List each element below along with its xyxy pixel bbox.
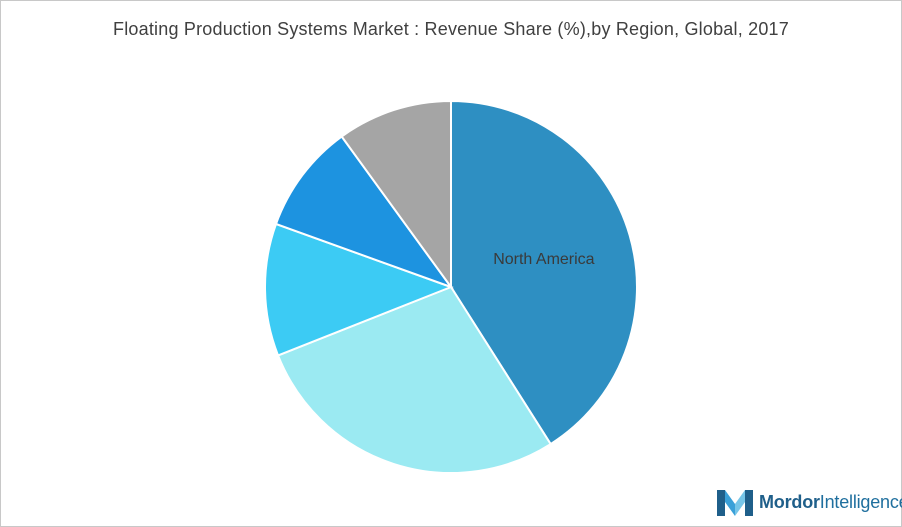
logo-mark-icon xyxy=(717,490,753,516)
slice-label: North America xyxy=(493,251,594,268)
logo-word-2: Intelligence xyxy=(819,491,902,512)
pie-slice-north-america xyxy=(450,99,638,446)
chart-title: Floating Production Systems Market : Rev… xyxy=(113,19,789,39)
pie-slice-3 xyxy=(274,135,454,290)
logo-word-1: Mordor xyxy=(759,491,820,512)
pie-slice-2 xyxy=(264,222,454,357)
pie-slice-4 xyxy=(340,99,452,291)
mordor-intelligence-logo: MordorIntelligence xyxy=(717,488,902,516)
pie-slice-1 xyxy=(276,285,553,474)
logo-wordmark: MordorIntelligence xyxy=(759,492,902,513)
